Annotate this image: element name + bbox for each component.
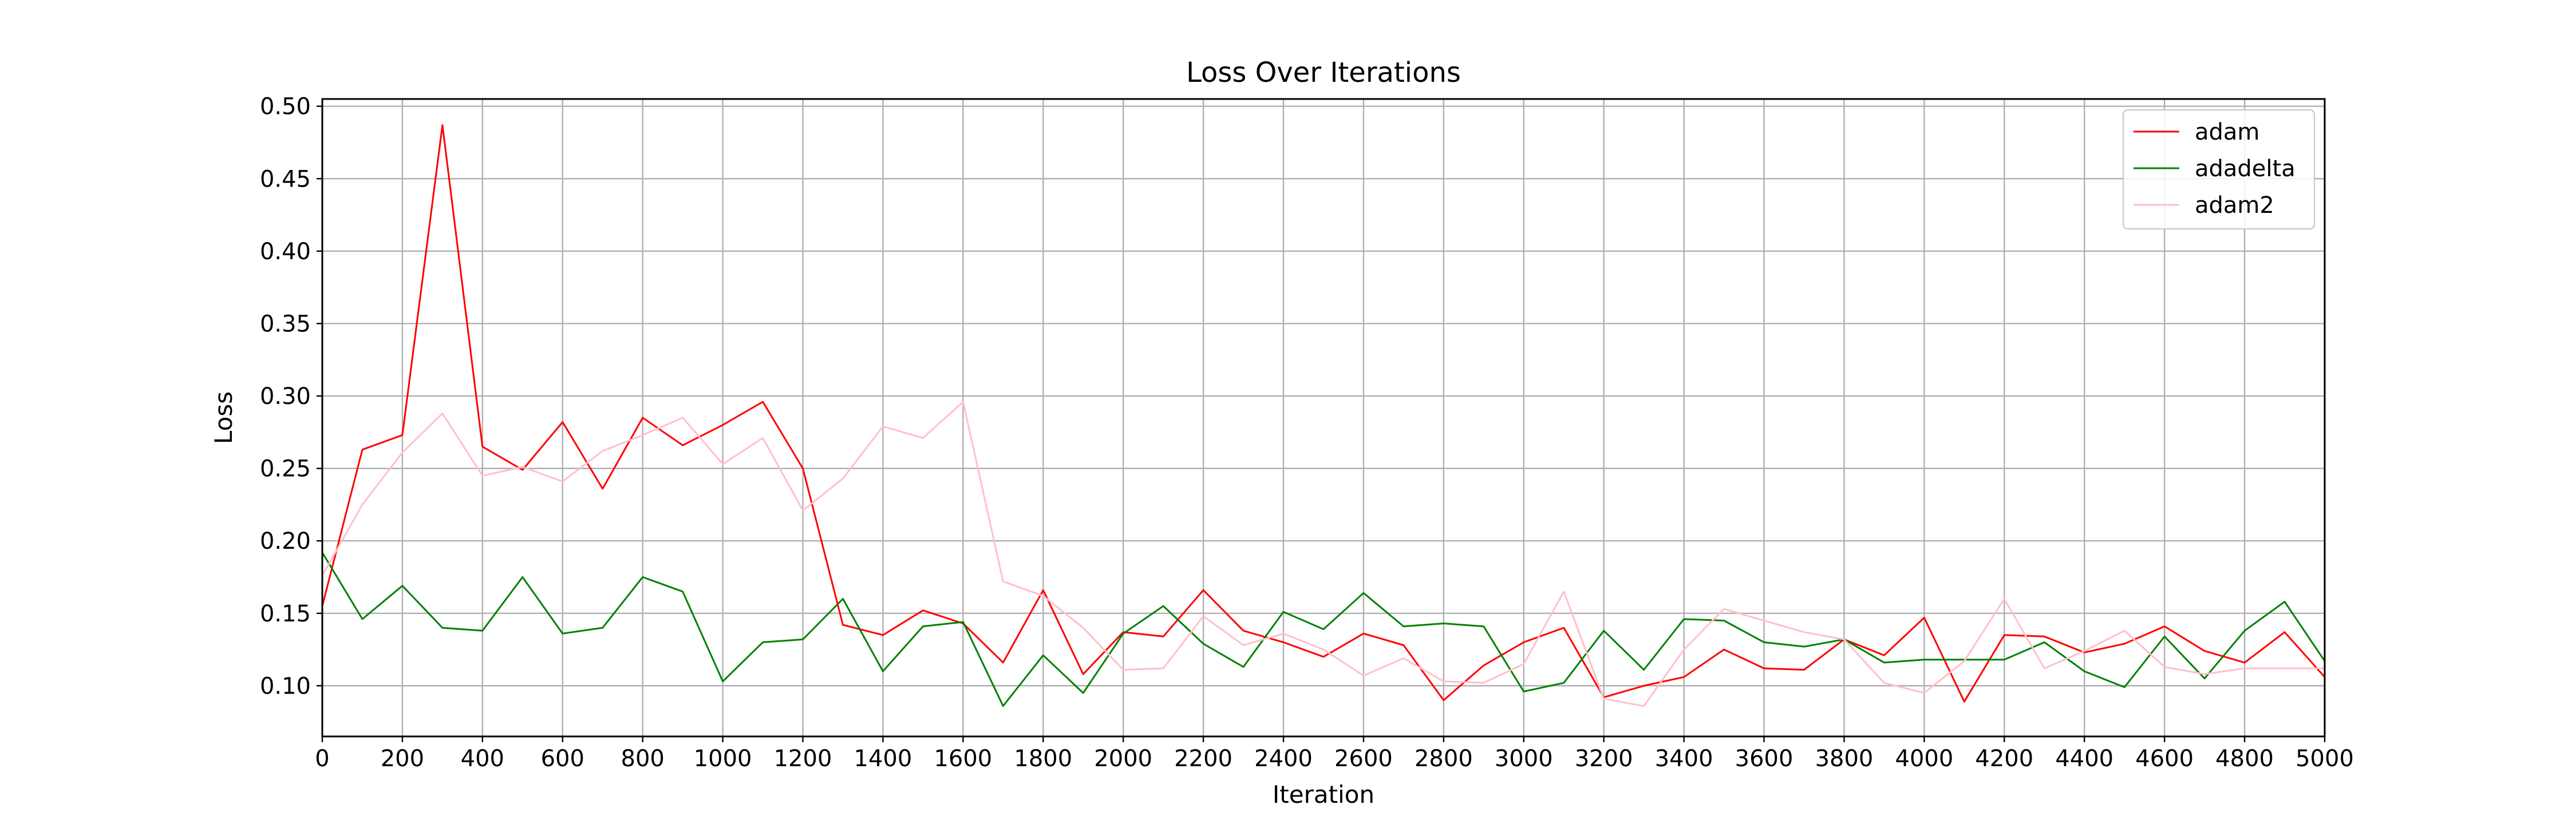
x-tick-label: 1400 [854, 746, 912, 772]
x-tick-label: 4600 [2135, 746, 2194, 772]
x-axis-label: Iteration [1273, 781, 1374, 809]
x-tick-label: 4000 [1895, 746, 1954, 772]
legend-label-adam: adam [2195, 119, 2259, 145]
x-tick-label: 800 [621, 746, 665, 772]
x-tick-label: 200 [381, 746, 424, 772]
x-tick-label: 3600 [1735, 746, 1793, 772]
x-tick-label: 3200 [1575, 746, 1633, 772]
legend: adam adadelta adam2 [2122, 109, 2316, 230]
series-lines [321, 124, 2326, 707]
x-tick-label: 1000 [694, 746, 752, 772]
y-tick-label: 0.15 [260, 601, 311, 627]
x-tick-label: 1800 [1014, 746, 1072, 772]
legend-label-adadelta: adadelta [2195, 156, 2296, 182]
legend-box [2122, 109, 2316, 230]
x-tick-label: 2200 [1174, 746, 1232, 772]
axis-ticks: 0 200 400 600 800 1000 1200 1400 1600 1800 2000 220… [260, 94, 2354, 772]
x-tick-label: 0 [315, 746, 329, 772]
x-tick-label: 400 [461, 746, 504, 772]
y-tick-label: 0.35 [260, 311, 311, 337]
legend-label-adam2: adam2 [2195, 192, 2274, 219]
series-line-adam [321, 124, 2326, 703]
x-tick-label: 3400 [1655, 746, 1713, 772]
chart-title: Loss Over Iterations [1186, 57, 1461, 89]
y-tick-label: 0.20 [260, 528, 311, 554]
y-tick-label: 0.45 [260, 166, 311, 192]
x-tick-label: 5000 [2296, 746, 2354, 772]
y-tick-label: 0.10 [260, 673, 311, 699]
y-axis-label: Loss [210, 391, 238, 444]
plot-frame [321, 98, 2326, 738]
x-tick-label: 3800 [1815, 746, 1874, 772]
series-line-adadelta [321, 552, 2326, 707]
x-tick-label: 2000 [1094, 746, 1152, 772]
x-tick-label: 2800 [1415, 746, 1473, 772]
x-tick-label: 4800 [2215, 746, 2274, 772]
y-tick-label: 0.40 [260, 239, 311, 265]
x-tick-label: 1200 [774, 746, 832, 772]
x-tick-label: 4400 [2055, 746, 2113, 772]
x-tick-label: 2400 [1254, 746, 1313, 772]
x-tick-label: 2600 [1334, 746, 1393, 772]
x-tick-label: 4200 [1975, 746, 2033, 772]
x-tick-label: 600 [541, 746, 584, 772]
y-tick-label: 0.30 [260, 383, 311, 410]
y-tick-label: 0.50 [260, 94, 311, 120]
y-tick-label: 0.25 [260, 456, 311, 482]
x-tick-label: 1600 [934, 746, 992, 772]
x-tick-label: 3000 [1495, 746, 1553, 772]
grid [321, 99, 2326, 736]
series-line-adam2 [321, 401, 2325, 707]
